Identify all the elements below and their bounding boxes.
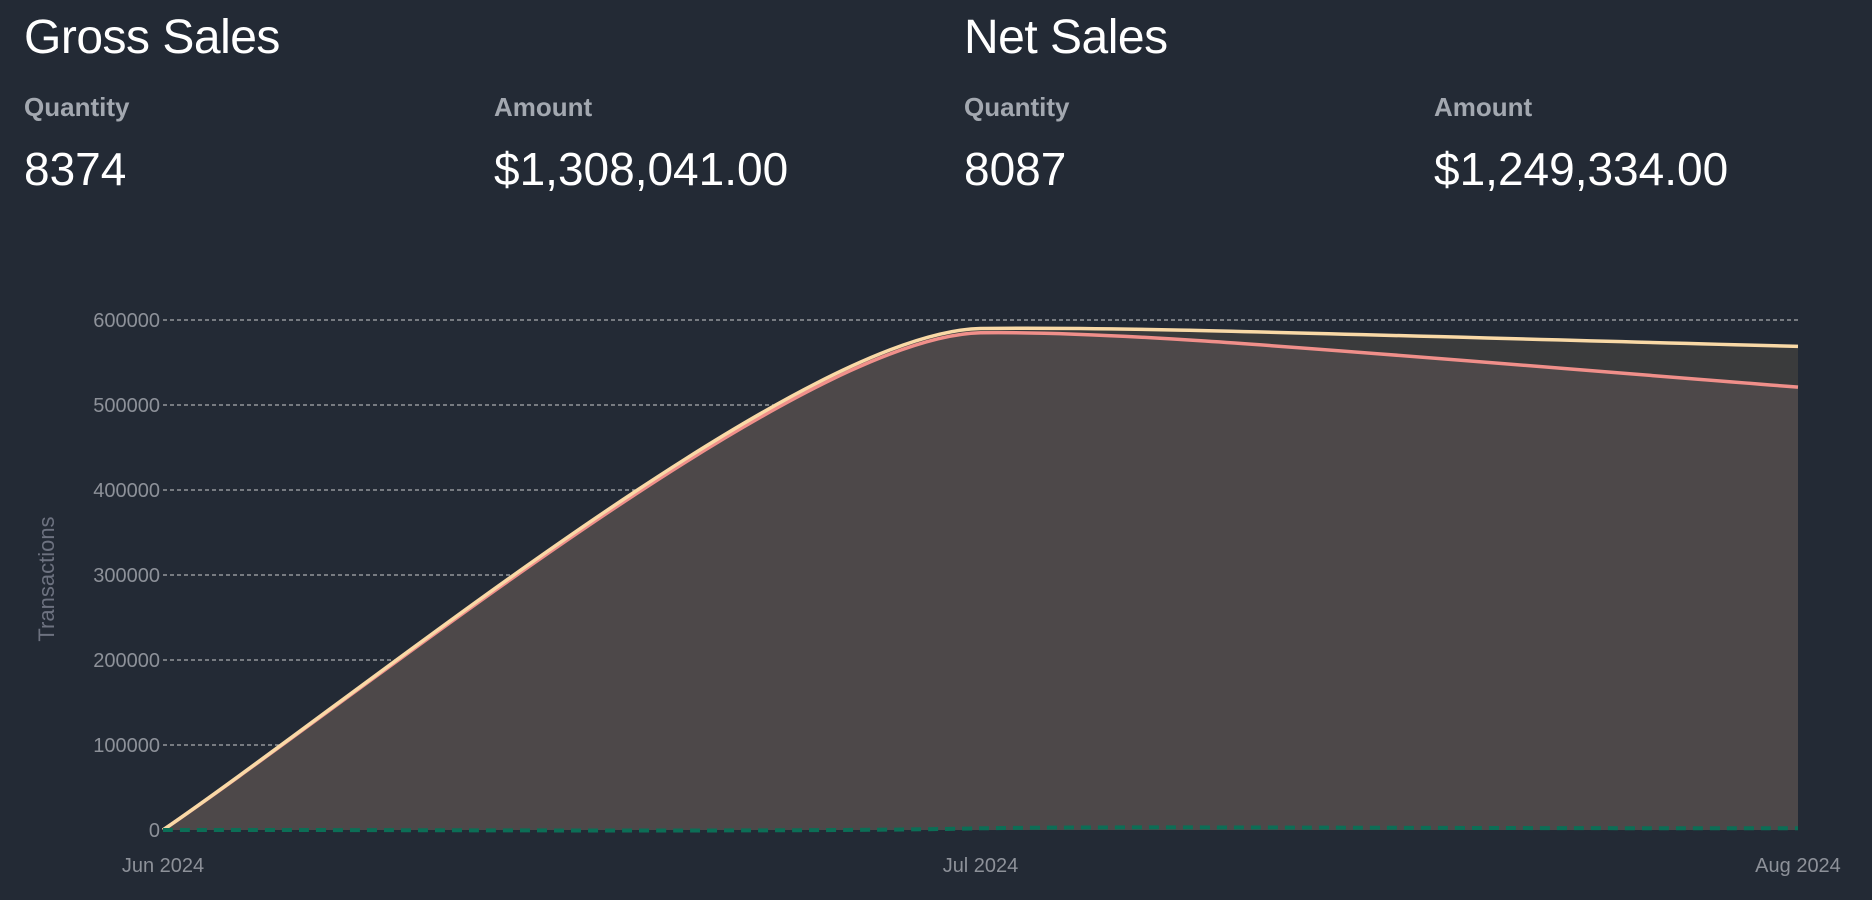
y-tick-label: 500000 <box>93 395 160 417</box>
y-axis-title: Transactions <box>34 516 59 641</box>
y-tick-label: 300000 <box>93 565 160 587</box>
net-quantity-label: Quantity <box>964 92 1070 122</box>
x-tick-labels: Jun 2024 Jul 2024 Aug 2024 <box>122 855 1841 877</box>
y-tick-label: 600000 <box>93 310 160 332</box>
net-amount-value: $1,249,334.00 <box>1434 143 1729 195</box>
gross-amount-value: $1,308,041.00 <box>494 143 789 195</box>
gross-amount-label: Amount <box>494 92 593 122</box>
gross-quantity-value: 8374 <box>24 143 127 195</box>
y-tick-labels: 0 100000 200000 300000 400000 500000 600000 <box>93 310 160 842</box>
area-fills <box>163 328 1798 830</box>
y-tick-label: 200000 <box>93 650 160 672</box>
x-tick-label: Aug 2024 <box>1755 855 1841 877</box>
x-tick-label: Jun 2024 <box>122 855 204 877</box>
series-lines <box>162 326 1799 833</box>
series-line-2 <box>162 825 1799 833</box>
y-tick-label: 100000 <box>93 735 160 757</box>
series-area-1 <box>163 332 1798 830</box>
net-amount-label: Amount <box>1434 92 1533 122</box>
gross-sales-title: Gross Sales <box>24 11 280 64</box>
x-tick-label: Jul 2024 <box>943 855 1019 877</box>
series-line-0 <box>162 326 1799 832</box>
net-quantity-value: 8087 <box>964 143 1067 195</box>
gross-quantity-label: Quantity <box>24 92 130 122</box>
y-tick-label: 400000 <box>93 480 160 502</box>
net-sales-title: Net Sales <box>964 11 1168 64</box>
y-tick-label: 0 <box>149 820 160 842</box>
